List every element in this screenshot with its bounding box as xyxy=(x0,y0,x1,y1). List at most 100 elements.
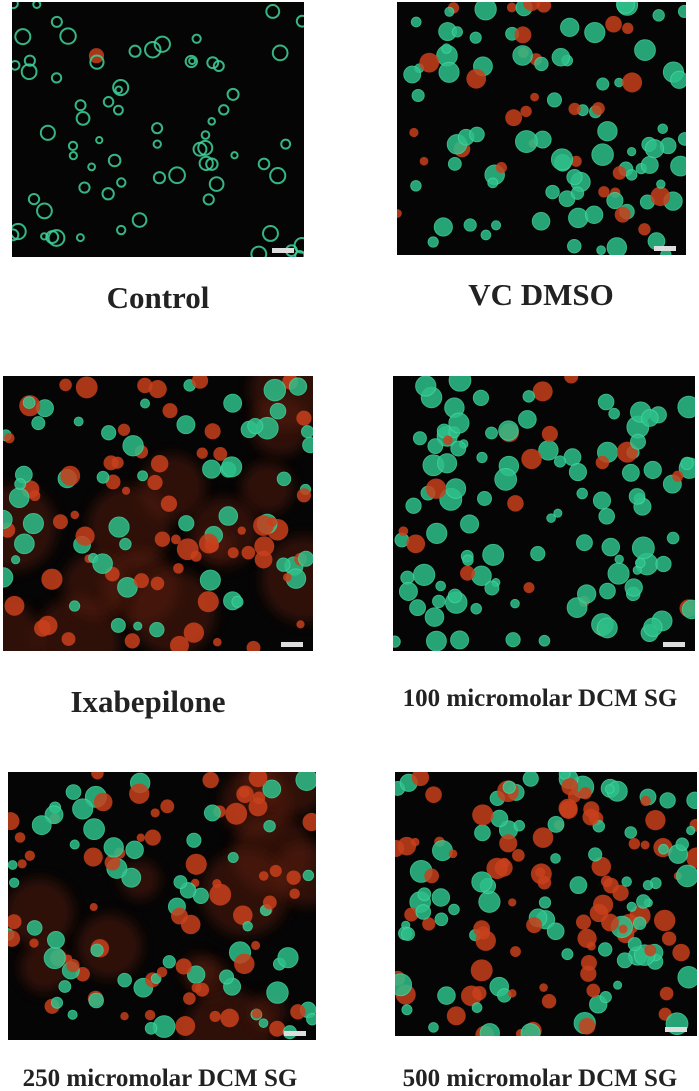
cell xyxy=(530,546,546,562)
cell xyxy=(487,177,499,189)
cell xyxy=(403,65,422,84)
cell xyxy=(626,901,637,912)
cell xyxy=(90,943,104,957)
cell xyxy=(120,1012,129,1021)
cell xyxy=(522,772,539,787)
panel-label: 100 micromolar DCM SG xyxy=(403,685,678,712)
cell xyxy=(621,463,640,482)
cell xyxy=(658,843,669,855)
scale-bar xyxy=(284,1031,306,1036)
cell xyxy=(9,877,20,888)
cell xyxy=(482,543,505,566)
cell xyxy=(444,6,455,17)
cell xyxy=(560,17,580,38)
cell xyxy=(8,812,20,831)
cell xyxy=(92,553,113,574)
cell xyxy=(202,193,215,206)
cell xyxy=(230,151,239,160)
cell xyxy=(627,937,642,952)
cell xyxy=(614,77,624,88)
cell xyxy=(547,815,565,833)
cell xyxy=(290,1004,306,1020)
cell xyxy=(254,550,273,569)
cell xyxy=(103,455,119,471)
cell xyxy=(74,99,87,112)
cell xyxy=(225,802,248,825)
cell xyxy=(171,534,181,545)
cell xyxy=(27,192,41,206)
cell xyxy=(616,2,635,14)
cell xyxy=(251,940,261,951)
cell xyxy=(22,512,44,535)
cell xyxy=(451,26,463,38)
cell xyxy=(226,87,240,101)
cell xyxy=(432,594,446,609)
cell xyxy=(12,228,20,242)
cell xyxy=(200,130,211,140)
cell xyxy=(128,44,142,58)
cell xyxy=(66,958,80,973)
cell xyxy=(221,456,243,478)
cell xyxy=(191,33,202,44)
cell xyxy=(601,537,621,557)
cell xyxy=(70,510,80,520)
panel-label: 250 micromolar DCM SG xyxy=(23,1065,298,1091)
cell xyxy=(3,509,13,530)
cell xyxy=(250,245,268,257)
cell xyxy=(675,837,689,851)
cell xyxy=(152,171,167,185)
cell xyxy=(445,478,467,499)
cell xyxy=(269,1020,286,1037)
cell xyxy=(641,409,659,427)
cell xyxy=(628,488,646,505)
cell xyxy=(263,819,276,833)
cell xyxy=(150,808,160,818)
cell xyxy=(645,810,666,831)
cell xyxy=(677,966,697,989)
cell xyxy=(447,588,463,604)
cell xyxy=(505,109,523,127)
cell xyxy=(498,420,519,441)
cell xyxy=(570,186,585,200)
cell xyxy=(150,973,162,984)
cell xyxy=(426,630,447,651)
cell xyxy=(29,938,39,948)
micrograph xyxy=(395,772,697,1036)
cell xyxy=(398,582,418,601)
cell xyxy=(419,156,429,166)
cell xyxy=(213,447,228,461)
cell xyxy=(137,470,149,482)
cell xyxy=(73,416,84,427)
cell xyxy=(518,410,537,429)
cell xyxy=(553,508,563,518)
cell xyxy=(395,973,413,997)
scale-bar xyxy=(665,1027,687,1032)
cell xyxy=(479,1023,500,1036)
cell xyxy=(558,772,571,780)
cell xyxy=(437,453,458,474)
cell xyxy=(471,565,492,587)
cell xyxy=(603,877,619,894)
cell xyxy=(125,840,144,860)
cell xyxy=(448,849,458,859)
cell xyxy=(14,533,35,555)
cell xyxy=(78,181,91,194)
cell xyxy=(83,847,103,867)
cell xyxy=(12,222,27,241)
micrograph xyxy=(12,2,304,257)
cell xyxy=(277,947,299,969)
cell xyxy=(686,825,696,836)
cell xyxy=(23,54,36,67)
cell xyxy=(432,840,453,861)
cell xyxy=(522,2,541,12)
cell xyxy=(506,2,517,13)
cell xyxy=(582,808,600,826)
cell xyxy=(186,832,202,848)
cell xyxy=(154,531,171,547)
cell xyxy=(175,958,192,975)
cell xyxy=(411,772,430,787)
cell xyxy=(296,410,312,426)
cell xyxy=(508,898,517,907)
cell xyxy=(133,573,149,589)
cell xyxy=(144,829,161,846)
